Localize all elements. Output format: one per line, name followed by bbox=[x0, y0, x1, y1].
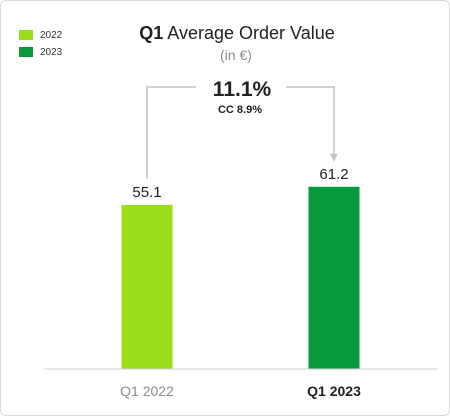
legend: 2022 2023 bbox=[19, 30, 63, 58]
chart-title: Q1 Average Order Value bbox=[139, 23, 334, 43]
growth-connector-line bbox=[146, 86, 335, 179]
growth-annotation: 11.1% bbox=[213, 78, 272, 101]
chart-subtitle: (in €) bbox=[220, 47, 252, 63]
bar-q1-2022 bbox=[121, 204, 173, 369]
x-axis-label-q1-2023: Q1 2023 bbox=[307, 383, 361, 399]
x-axis-labels-layer: Q1 2022 Q1 2023 bbox=[120, 383, 361, 399]
legend-label-2022: 2022 bbox=[40, 30, 63, 41]
chart-title-rest: Average Order Value bbox=[163, 23, 334, 43]
legend-swatch-2023 bbox=[19, 47, 33, 57]
legend-label-2023: 2023 bbox=[40, 47, 63, 58]
growth-subannotation: CC 8.9% bbox=[218, 104, 262, 116]
value-labels-layer: 55.1 61.2 bbox=[132, 166, 348, 201]
x-axis-label-q1-2022: Q1 2022 bbox=[120, 383, 174, 399]
value-label-q1-2023: 61.2 bbox=[319, 166, 348, 183]
legend-swatch-2022 bbox=[19, 30, 33, 40]
bars-layer bbox=[121, 186, 360, 369]
bar-q1-2023 bbox=[308, 186, 360, 369]
value-label-q1-2022: 55.1 bbox=[132, 184, 161, 201]
growth-arrow-icon bbox=[330, 153, 338, 162]
chart-title-bold: Q1 bbox=[139, 23, 163, 43]
